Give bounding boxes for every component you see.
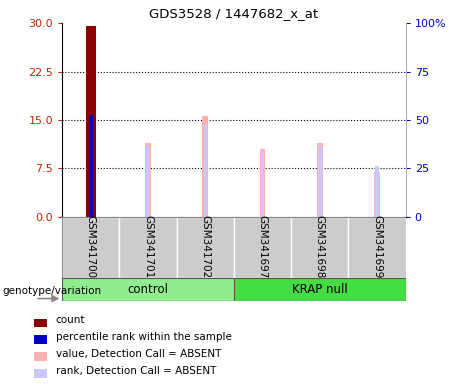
Bar [318, 146, 321, 217]
Bar [35, 319, 47, 327]
Bar [375, 166, 379, 217]
Text: count: count [56, 316, 85, 326]
Bar [86, 26, 96, 217]
FancyBboxPatch shape [234, 278, 406, 301]
Text: GSM341699: GSM341699 [372, 215, 382, 278]
Text: genotype/variation: genotype/variation [2, 286, 101, 296]
Text: GSM341701: GSM341701 [143, 215, 153, 278]
FancyBboxPatch shape [62, 278, 234, 301]
Title: GDS3528 / 1447682_x_at: GDS3528 / 1447682_x_at [149, 7, 319, 20]
Bar [35, 352, 47, 361]
FancyBboxPatch shape [234, 217, 291, 278]
FancyBboxPatch shape [119, 217, 177, 278]
Bar [374, 172, 380, 217]
Bar [202, 116, 208, 217]
Bar [317, 142, 323, 217]
Text: value, Detection Call = ABSENT: value, Detection Call = ABSENT [56, 349, 221, 359]
Bar [204, 124, 207, 217]
Bar [35, 335, 47, 344]
Bar [261, 152, 264, 217]
FancyBboxPatch shape [62, 217, 119, 278]
Text: GSM341702: GSM341702 [201, 215, 210, 278]
Text: GSM341698: GSM341698 [315, 215, 325, 278]
FancyBboxPatch shape [349, 217, 406, 278]
Text: GSM341700: GSM341700 [86, 215, 96, 278]
FancyBboxPatch shape [291, 217, 349, 278]
Bar [145, 142, 151, 217]
Text: GSM341697: GSM341697 [258, 215, 267, 278]
Bar [147, 146, 150, 217]
FancyBboxPatch shape [177, 217, 234, 278]
Text: rank, Detection Call = ABSENT: rank, Detection Call = ABSENT [56, 366, 216, 376]
Text: control: control [128, 283, 169, 296]
Bar [89, 116, 93, 217]
Bar [260, 149, 266, 217]
Text: KRAP null: KRAP null [292, 283, 348, 296]
Text: percentile rank within the sample: percentile rank within the sample [56, 332, 231, 342]
Bar [35, 369, 47, 377]
